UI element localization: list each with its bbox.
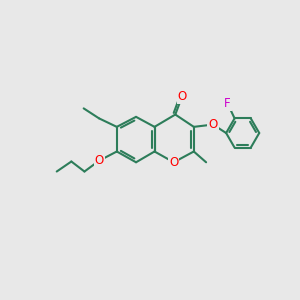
Text: O: O <box>208 118 218 131</box>
Text: O: O <box>94 154 104 167</box>
Text: O: O <box>169 156 178 169</box>
Text: O: O <box>178 90 187 103</box>
Text: F: F <box>224 97 231 110</box>
